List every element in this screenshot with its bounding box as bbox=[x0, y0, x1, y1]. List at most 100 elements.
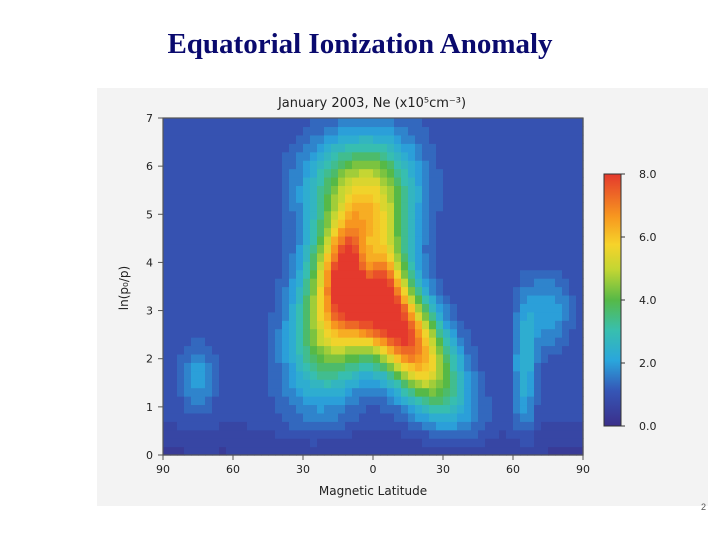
heatmap-cell bbox=[226, 286, 234, 296]
heatmap-cell bbox=[569, 185, 577, 195]
heatmap-cell bbox=[436, 151, 444, 161]
heatmap-cell bbox=[219, 446, 227, 456]
heatmap-cell bbox=[352, 421, 360, 431]
heatmap-cell bbox=[303, 143, 311, 153]
heatmap-cell bbox=[275, 151, 283, 161]
heatmap-cell bbox=[240, 438, 248, 448]
heatmap-cell bbox=[317, 429, 325, 439]
heatmap-cell bbox=[499, 210, 507, 220]
heatmap-cell bbox=[443, 421, 451, 431]
heatmap-cell bbox=[394, 261, 402, 271]
heatmap-cell bbox=[177, 294, 185, 304]
heatmap-cell bbox=[562, 134, 570, 144]
heatmap-cell bbox=[415, 438, 423, 448]
heatmap-cell bbox=[527, 412, 535, 422]
heatmap-cell bbox=[478, 396, 486, 406]
heatmap-cell bbox=[275, 269, 283, 279]
heatmap-cell bbox=[177, 412, 185, 422]
heatmap-cell bbox=[359, 370, 367, 380]
heatmap-cell bbox=[527, 311, 535, 321]
heatmap-cell bbox=[485, 176, 493, 186]
heatmap-cell bbox=[520, 193, 528, 203]
heatmap-cell bbox=[555, 404, 563, 414]
heatmap-cell bbox=[226, 429, 234, 439]
heatmap-cell bbox=[212, 379, 220, 389]
heatmap-cell bbox=[436, 168, 444, 178]
heatmap-cell bbox=[170, 337, 178, 347]
heatmap-cell bbox=[569, 118, 577, 128]
heatmap-cell bbox=[457, 320, 465, 330]
heatmap-cell bbox=[247, 261, 255, 271]
heatmap-cell bbox=[527, 387, 535, 397]
heatmap-cell bbox=[233, 446, 241, 456]
heatmap-cell bbox=[296, 160, 304, 170]
heatmap-cell bbox=[548, 286, 556, 296]
heatmap-cell bbox=[324, 261, 332, 271]
heatmap-cell bbox=[457, 235, 465, 245]
heatmap-cell bbox=[478, 185, 486, 195]
heatmap-cell bbox=[233, 185, 241, 195]
heatmap-cell bbox=[555, 134, 563, 144]
heatmap-cell bbox=[492, 311, 500, 321]
heatmap-cell bbox=[520, 404, 528, 414]
heatmap-cell bbox=[373, 252, 381, 262]
heatmap-cell bbox=[373, 219, 381, 229]
heatmap-cell bbox=[191, 311, 199, 321]
heatmap-cell bbox=[541, 294, 549, 304]
heatmap-cell bbox=[247, 252, 255, 262]
heatmap-cell bbox=[401, 261, 409, 271]
heatmap-cell bbox=[212, 412, 220, 422]
heatmap-cell bbox=[352, 353, 360, 363]
heatmap-cell bbox=[268, 404, 276, 414]
heatmap-cell bbox=[450, 202, 458, 212]
heatmap-cell bbox=[240, 294, 248, 304]
heatmap-cell bbox=[541, 328, 549, 338]
heatmap-cell bbox=[422, 303, 430, 313]
heatmap-cell bbox=[429, 134, 437, 144]
heatmap-cell bbox=[352, 438, 360, 448]
heatmap-cell bbox=[548, 143, 556, 153]
heatmap-cell bbox=[408, 126, 416, 136]
heatmap-cell bbox=[296, 421, 304, 431]
heatmap-cell bbox=[198, 126, 206, 136]
heatmap-cell bbox=[296, 429, 304, 439]
heatmap-cell bbox=[352, 311, 360, 321]
heatmap-cell bbox=[450, 118, 458, 128]
heatmap-cell bbox=[240, 404, 248, 414]
heatmap-cell bbox=[506, 387, 514, 397]
heatmap-cell bbox=[380, 235, 388, 245]
heatmap-cell bbox=[520, 269, 528, 279]
heatmap-cell bbox=[352, 252, 360, 262]
heatmap-cell bbox=[464, 353, 472, 363]
heatmap-cell bbox=[268, 168, 276, 178]
heatmap-cell bbox=[478, 345, 486, 355]
heatmap-cell bbox=[317, 244, 325, 254]
heatmap-cell bbox=[163, 370, 171, 380]
heatmap-cell bbox=[380, 160, 388, 170]
heatmap-cell bbox=[296, 446, 304, 456]
heatmap-cell bbox=[471, 176, 479, 186]
heatmap-cell bbox=[205, 160, 213, 170]
x-tick-label: 60 bbox=[226, 463, 240, 476]
heatmap-cell bbox=[261, 143, 269, 153]
heatmap-cell bbox=[492, 193, 500, 203]
heatmap-cell bbox=[492, 396, 500, 406]
heatmap-cell bbox=[170, 235, 178, 245]
heatmap-cell bbox=[548, 185, 556, 195]
heatmap-cell bbox=[163, 143, 171, 153]
heatmap-cell bbox=[254, 151, 262, 161]
heatmap-cell bbox=[261, 421, 269, 431]
heatmap-cell bbox=[527, 353, 535, 363]
heatmap-cell bbox=[471, 134, 479, 144]
heatmap-cell bbox=[408, 345, 416, 355]
heatmap-cell bbox=[415, 235, 423, 245]
heatmap-cell bbox=[485, 219, 493, 229]
heatmap-cell bbox=[373, 404, 381, 414]
heatmap-cell bbox=[471, 421, 479, 431]
heatmap-cell bbox=[212, 261, 220, 271]
heatmap-cell bbox=[478, 353, 486, 363]
heatmap-cell bbox=[163, 269, 171, 279]
heatmap-cell bbox=[366, 143, 374, 153]
heatmap-cell bbox=[331, 303, 339, 313]
heatmap-cell bbox=[331, 185, 339, 195]
